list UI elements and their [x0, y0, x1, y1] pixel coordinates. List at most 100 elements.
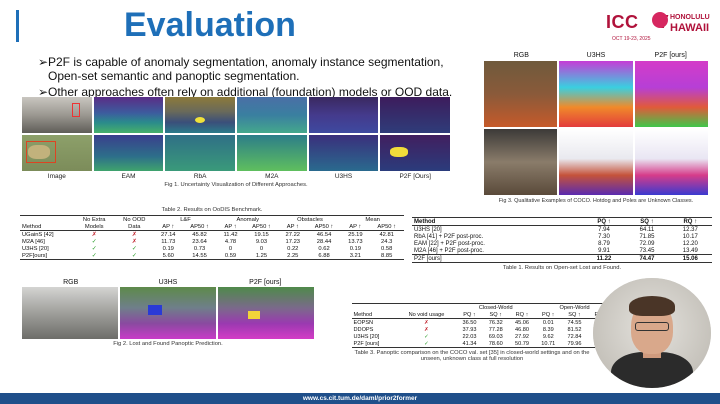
figure-column-headers: RGB U3HS P2F [ours]	[484, 52, 708, 59]
value-cell: 14.55	[182, 252, 217, 260]
arrow-bullet-icon: ➢	[38, 85, 49, 99]
figure-row	[484, 129, 708, 195]
table-header-cell	[352, 303, 397, 311]
value-cell: 28.44	[316, 238, 332, 245]
value-cell: 3.21	[341, 252, 370, 260]
image-p2f-segmentation	[634, 129, 708, 195]
logo-place-small: HONOLULU	[670, 14, 710, 21]
column-header: U3HS	[158, 279, 178, 286]
value-cell: 7.94	[598, 226, 610, 233]
table-header-cell: No void usage	[396, 311, 457, 319]
image-eam-map	[93, 135, 164, 171]
image-p2f-panoptic	[218, 287, 314, 339]
value-cell: 17.23	[285, 238, 301, 245]
table-header-cell: AP ↑	[341, 223, 370, 231]
table-header-cell: RQ ↑	[668, 217, 712, 226]
value-cell: 11.73	[161, 238, 176, 245]
table-header-cell: Obstacles	[278, 215, 342, 223]
figure-coco-examples: RGB U3HS P2F [ours] Fig 3. Qualitative E…	[484, 52, 708, 204]
table-row: P2F [ours] 11.22 74.47 15.06	[412, 254, 712, 263]
image-dog-photo	[22, 135, 92, 171]
value-cell: 19.15	[254, 231, 269, 238]
method-cell: M2A [46]	[22, 238, 45, 245]
table-header-row: No Extra No OOD L&F Anomaly Obstacles Me…	[20, 215, 404, 223]
table-row: U3HS [20] ✓ 22.03 69.03 27.92 9.62 72.84…	[352, 333, 614, 340]
table-header-cell	[20, 215, 75, 223]
value-cell: 13.73	[348, 238, 363, 245]
value-cell: 9.03	[255, 238, 268, 245]
value-cell: 41.34	[456, 340, 483, 348]
table-row: DDOPS ✗ 37.93 77.28 46.80 8.39 81.52 10.…	[352, 326, 614, 333]
image-u3hs-map	[308, 97, 379, 133]
table-row: P2F [ours] ✓ 41.34 78.60 50.79 10.71 79.…	[352, 340, 614, 348]
value-cell: 76.32	[488, 319, 503, 326]
iccv-logo: ICCV HONOLULU HAWAII OCT 19-23, 2025	[606, 12, 710, 46]
table-row: EOPSN ✗ 36.50 76.32 45.06 0.01 74.55 0.0…	[352, 319, 614, 327]
table-header-cell: AP ↑	[154, 223, 183, 231]
table-row: U3HS [20] ✓ ✓ 0.19 0.73 0 0 0.22 0.62 0.…	[20, 245, 404, 252]
label-eam: EAM	[121, 173, 136, 180]
table-header-row: Method No void usage PQ ↑ SQ ↑ RQ ↑ PQ ↑…	[352, 311, 614, 319]
table-header-cell: Method	[20, 223, 75, 231]
bullet-item: ➢ Other approaches often rely on additio…	[38, 85, 478, 99]
bullet-item: ➢ P2F is capable of anomaly segmentation…	[38, 55, 478, 83]
table-row: M2A [46] ✓ ✗ 11.73 23.64 4.78 9.03 17.23…	[20, 238, 404, 245]
table-caption: Table 3. Panoptic comparison on the COCO…	[354, 350, 590, 362]
method-cell: P2F [ours]	[352, 340, 397, 348]
table-caption: Table 2. Results on OoDIS Benchmark.	[161, 207, 263, 213]
value-cell: 0.01	[542, 319, 554, 326]
column-header: P2F [ours]	[249, 279, 282, 286]
value-cell: 8.85	[369, 252, 404, 260]
value-cell: 13.49	[682, 247, 698, 254]
value-cell: 0.62	[318, 245, 330, 252]
value-cell: 27.22	[285, 231, 301, 238]
slide-title: Evaluation	[124, 6, 296, 44]
speaker-hair	[629, 296, 675, 316]
figure-caption: Fig 1. Uncertainty Visualization of Diff…	[164, 182, 308, 188]
figure-uncertainty-visualization: Image EAM RbA M2A U3HS P2F [Ours] Fig 1.…	[22, 97, 451, 188]
value-cell: 69.03	[488, 333, 503, 340]
value-cell: 74.55	[567, 319, 582, 326]
table-header-cell: Open-World	[535, 303, 614, 311]
value-cell: 37.93	[462, 326, 477, 333]
table-header-cell: SQ ↑	[482, 311, 509, 319]
value-cell: 72.09	[639, 240, 655, 247]
value-cell: 1.25	[244, 252, 279, 260]
table-oodis-benchmark: Table 2. Results on OoDIS Benchmark. No …	[20, 207, 404, 260]
figure-caption: Fig 2. Lost and Found Panoptic Predictio…	[113, 341, 223, 347]
figure-row	[22, 97, 451, 133]
image-street-photo	[484, 129, 558, 195]
method-cell: EAM [22] + P2F post-proc.	[414, 240, 485, 247]
image-u3hs-segmentation	[559, 129, 633, 195]
image-p2f-map	[380, 135, 451, 171]
table-row: P2F[ours] ✓ ✓ 5.60 14.55 0.59 1.25 2.25 …	[20, 252, 404, 260]
image-street-photo	[22, 97, 92, 133]
value-cell: 0.19	[349, 245, 361, 252]
method-cell: P2F [ours]	[412, 254, 583, 263]
value-cell: 0.19	[162, 245, 174, 252]
table-header-cell: SQ ↑	[561, 311, 588, 319]
value-cell: 0.59	[216, 252, 245, 260]
value-cell: 23.64	[192, 238, 207, 245]
table-caption: Table 1. Results on Open-set Lost and Fo…	[502, 265, 622, 271]
results-table: Closed-World Open-World Method No void u…	[352, 303, 614, 348]
value-cell: 45.82	[192, 231, 207, 238]
figure-labels: Image EAM RbA M2A U3HS P2F [Ours]	[22, 173, 450, 180]
value-cell: 4.78	[224, 238, 237, 245]
cross-mark-icon: ✗	[424, 326, 429, 333]
figure-lost-and-found-panoptic: RGB U3HS P2F [ours] Fig 2. Lost and Foun…	[22, 279, 314, 347]
method-cell: EOPSN	[353, 319, 374, 326]
value-cell: 81.52	[567, 326, 582, 333]
check-mark-icon: ✓	[114, 252, 155, 260]
table-header-row: Closed-World Open-World	[352, 303, 614, 311]
value-cell: 6.88	[306, 252, 342, 260]
table-header-cell: AP ↑	[216, 223, 245, 231]
table-row: U3HS [20] 7.94 64.11 12.37	[412, 226, 712, 234]
table-header-cell: Method	[412, 217, 583, 226]
method-cell: U3HS [20]	[22, 245, 49, 252]
image-m2a-map	[237, 135, 307, 171]
value-cell: 12.37	[682, 226, 698, 233]
value-cell: 10.17	[682, 233, 698, 240]
check-mark-icon: ✓	[74, 252, 115, 260]
image-rba-map	[165, 97, 236, 133]
